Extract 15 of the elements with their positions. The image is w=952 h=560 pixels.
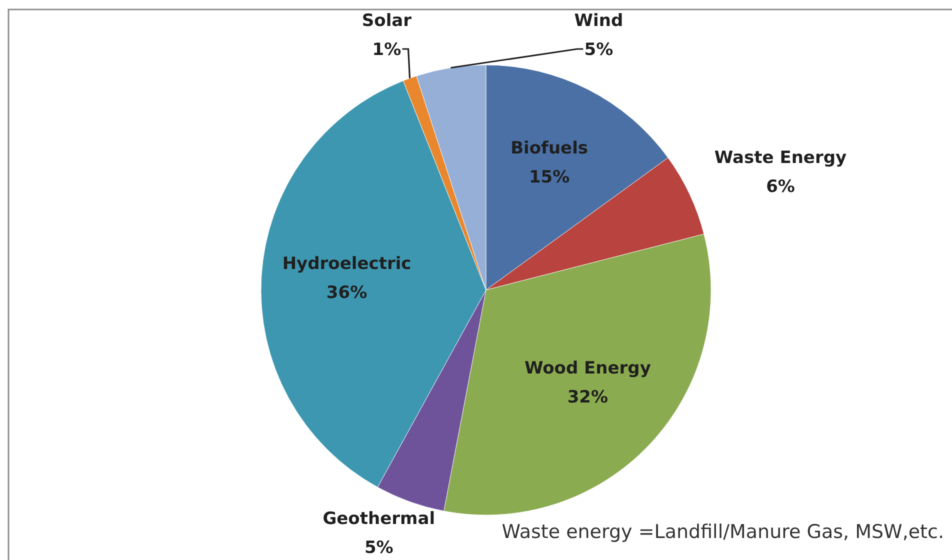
data-label: 15%: [528, 168, 570, 188]
slice-label: Geothermal: [322, 509, 436, 529]
data-label: 32%: [567, 387, 608, 408]
slice-label: Waste Energy: [714, 148, 847, 168]
slice-label: Wind: [574, 11, 624, 31]
data-label: 36%: [326, 283, 368, 304]
data-label: 1%: [372, 40, 402, 60]
slice-label: Biofuels: [510, 138, 588, 159]
data-label: 5%: [584, 40, 614, 60]
slice-label: Wood Energy: [524, 358, 651, 378]
data-label: 5%: [364, 538, 394, 558]
slice-label: Hydroelectric: [282, 254, 412, 274]
slice-label: Solar: [362, 11, 412, 31]
data-label: 6%: [766, 177, 795, 198]
text: Waste energy =Landfill/Manure Gas, MSW,etc.: [502, 521, 944, 543]
